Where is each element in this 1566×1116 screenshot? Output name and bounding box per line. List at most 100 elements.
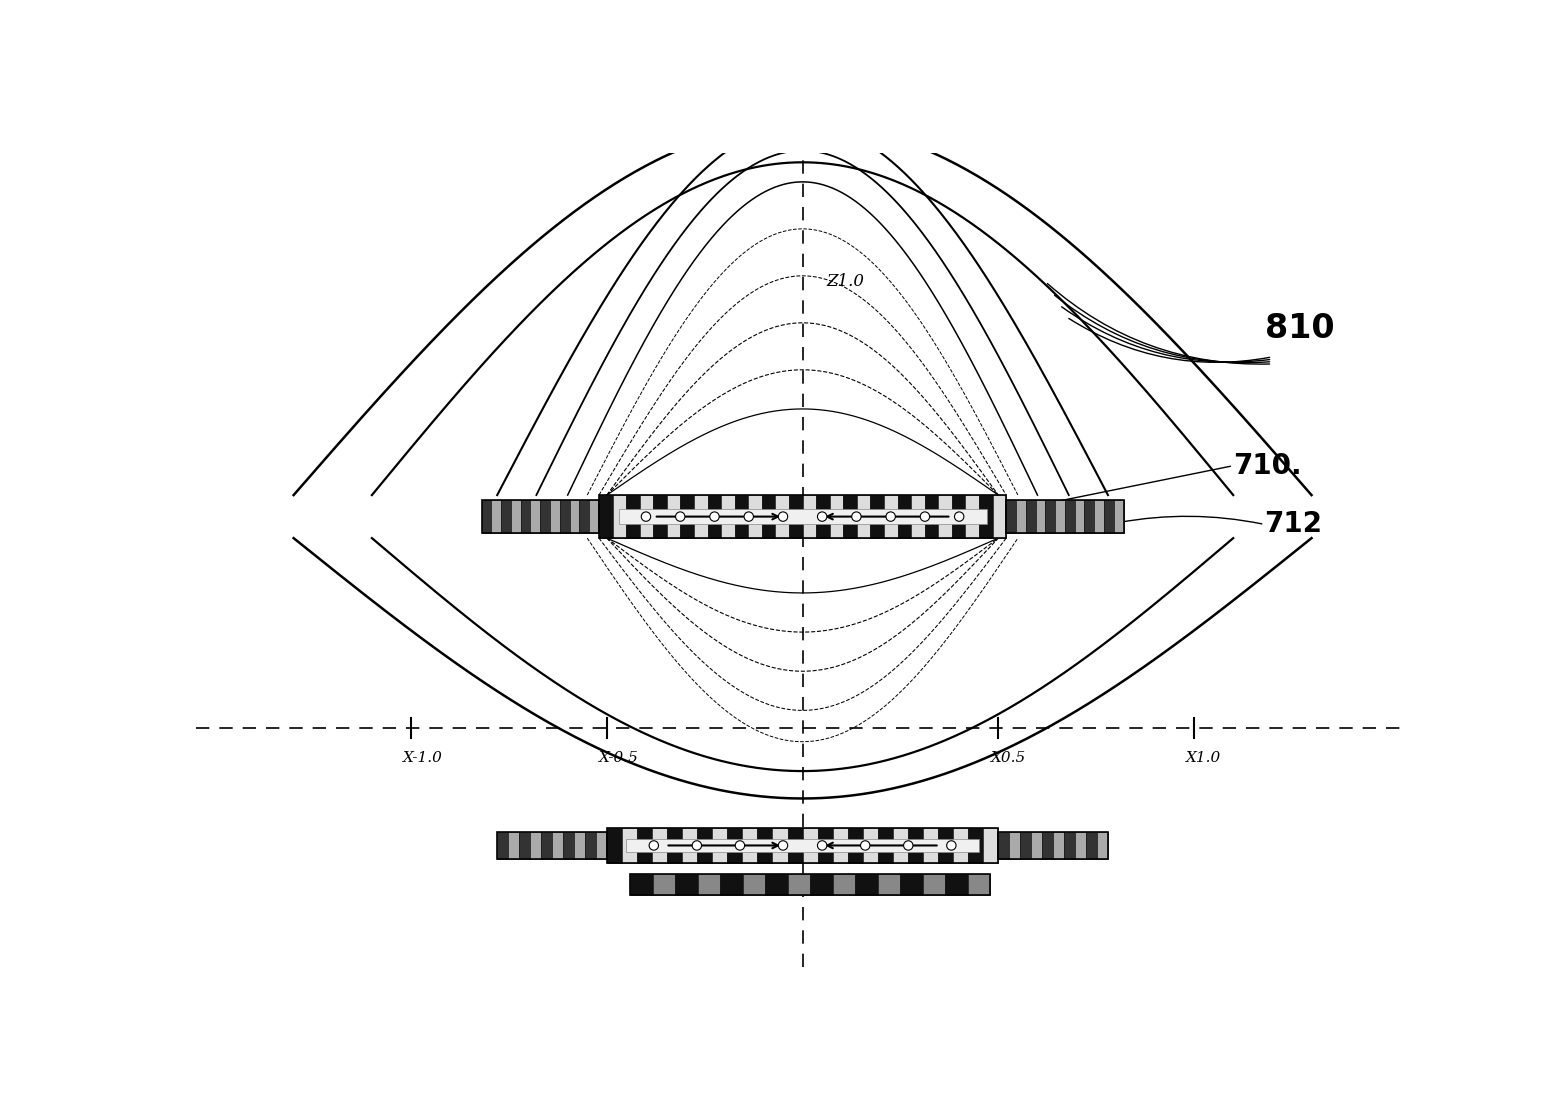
Bar bbox=[619, 509, 987, 525]
Circle shape bbox=[744, 512, 753, 521]
Bar bbox=[521, 500, 531, 532]
Bar bbox=[637, 828, 651, 863]
Bar bbox=[911, 496, 926, 538]
Bar bbox=[1065, 500, 1074, 532]
Circle shape bbox=[904, 840, 913, 850]
Bar bbox=[879, 874, 900, 895]
Text: 712: 712 bbox=[1265, 510, 1323, 538]
Bar bbox=[631, 874, 991, 895]
Bar bbox=[653, 496, 667, 538]
Bar bbox=[749, 496, 763, 538]
Bar bbox=[540, 500, 550, 532]
Bar bbox=[675, 874, 698, 895]
Bar bbox=[1076, 833, 1087, 858]
Text: X-1.0: X-1.0 bbox=[404, 751, 443, 766]
Bar bbox=[908, 828, 922, 863]
Circle shape bbox=[675, 512, 684, 521]
Circle shape bbox=[946, 840, 955, 850]
Bar bbox=[520, 833, 531, 858]
Bar bbox=[833, 874, 855, 895]
Bar bbox=[531, 500, 540, 532]
Bar bbox=[968, 828, 983, 863]
Bar bbox=[871, 496, 885, 538]
Bar bbox=[579, 500, 589, 532]
Bar bbox=[727, 828, 742, 863]
Bar bbox=[885, 496, 897, 538]
Bar bbox=[1016, 500, 1026, 532]
Bar bbox=[763, 496, 775, 538]
Text: X0.5: X0.5 bbox=[991, 751, 1026, 766]
Bar bbox=[622, 828, 637, 863]
Bar bbox=[938, 828, 954, 863]
Bar bbox=[900, 874, 922, 895]
Bar bbox=[509, 833, 520, 858]
Bar bbox=[598, 496, 1007, 538]
Bar bbox=[983, 828, 999, 863]
Bar bbox=[564, 833, 575, 858]
Bar bbox=[1104, 500, 1113, 532]
Bar bbox=[501, 500, 511, 532]
Bar bbox=[1046, 500, 1055, 532]
Bar bbox=[1095, 500, 1104, 532]
Bar bbox=[938, 496, 952, 538]
Bar bbox=[575, 833, 586, 858]
Circle shape bbox=[650, 840, 659, 850]
Bar bbox=[1098, 833, 1109, 858]
Bar bbox=[597, 833, 608, 858]
Bar bbox=[1032, 833, 1043, 858]
Bar bbox=[720, 496, 734, 538]
Bar bbox=[758, 828, 772, 863]
Bar bbox=[598, 496, 612, 538]
Bar bbox=[897, 496, 911, 538]
Circle shape bbox=[886, 512, 896, 521]
Bar bbox=[993, 496, 1007, 538]
Bar bbox=[775, 496, 789, 538]
Bar bbox=[589, 500, 598, 532]
Bar bbox=[803, 828, 817, 863]
Bar bbox=[803, 496, 816, 538]
Bar bbox=[550, 500, 561, 532]
Bar bbox=[1043, 833, 1052, 858]
Bar bbox=[570, 500, 579, 532]
Bar bbox=[1052, 833, 1065, 858]
Bar bbox=[631, 874, 653, 895]
Bar bbox=[667, 496, 681, 538]
Bar bbox=[1026, 500, 1035, 532]
Text: X-0.5: X-0.5 bbox=[598, 751, 639, 766]
Circle shape bbox=[642, 512, 651, 521]
Bar bbox=[708, 496, 720, 538]
Bar bbox=[979, 496, 993, 538]
Text: 710.: 710. bbox=[1234, 452, 1301, 480]
Bar bbox=[608, 828, 999, 863]
Bar bbox=[816, 496, 830, 538]
Bar bbox=[681, 496, 694, 538]
Bar bbox=[788, 874, 811, 895]
Bar bbox=[498, 833, 608, 858]
Bar bbox=[811, 874, 833, 895]
Circle shape bbox=[852, 512, 861, 521]
Circle shape bbox=[955, 512, 965, 521]
Bar bbox=[698, 874, 720, 895]
Circle shape bbox=[709, 512, 719, 521]
Bar bbox=[1007, 500, 1124, 532]
Bar bbox=[788, 828, 803, 863]
Circle shape bbox=[692, 840, 702, 850]
Circle shape bbox=[921, 512, 930, 521]
Bar bbox=[965, 496, 979, 538]
Bar bbox=[694, 496, 708, 538]
Circle shape bbox=[817, 840, 827, 850]
Bar bbox=[482, 500, 598, 532]
Bar bbox=[667, 828, 683, 863]
Bar bbox=[586, 833, 597, 858]
Bar bbox=[626, 496, 640, 538]
Bar bbox=[742, 874, 766, 895]
Circle shape bbox=[860, 840, 871, 850]
Bar bbox=[817, 828, 833, 863]
Bar bbox=[999, 833, 1010, 858]
Bar bbox=[766, 874, 788, 895]
Bar bbox=[1035, 500, 1046, 532]
Bar bbox=[498, 833, 509, 858]
Bar bbox=[553, 833, 564, 858]
Bar bbox=[612, 496, 626, 538]
Bar bbox=[954, 828, 968, 863]
